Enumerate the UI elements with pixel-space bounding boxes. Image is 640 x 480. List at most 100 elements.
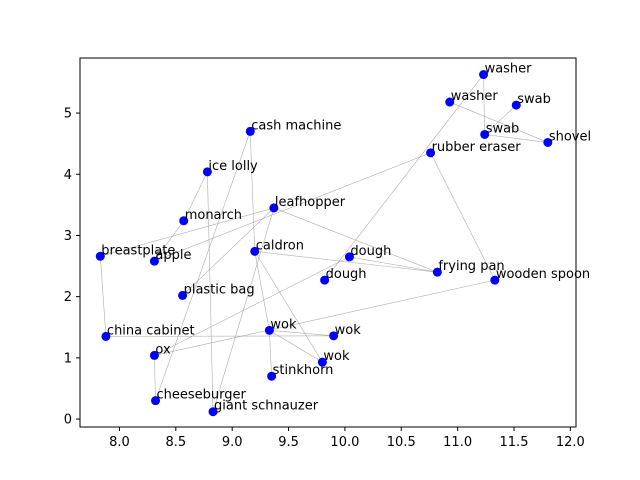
data-point — [320, 275, 330, 285]
y-tick-label: 0 — [64, 413, 72, 428]
edge-line — [100, 207, 274, 257]
edge-line — [212, 207, 275, 412]
edge-line — [449, 101, 548, 143]
edge-line — [154, 355, 156, 401]
points-layer — [95, 70, 553, 417]
data-point — [511, 100, 521, 110]
data-point — [149, 350, 159, 360]
point-label: shovel — [549, 129, 591, 144]
x-tick-label: 8.0 — [109, 435, 130, 450]
point-label: washer — [485, 62, 533, 77]
edge-line — [249, 131, 256, 252]
edge-line — [254, 251, 438, 273]
point-label: dough — [350, 244, 391, 259]
edge-line — [154, 152, 431, 262]
y-tick-label: 1 — [64, 351, 72, 366]
y-tick-label: 3 — [64, 229, 72, 244]
edges-layer — [99, 74, 548, 412]
edge-line — [484, 134, 548, 143]
edge-line — [182, 207, 275, 296]
data-point — [208, 407, 218, 417]
y-tick-label: 2 — [64, 290, 72, 305]
data-point — [269, 203, 279, 213]
data-point — [264, 325, 274, 335]
point-labels-layer: washer washer swab swab shovel rubber eraser c… — [101, 62, 591, 414]
point-label: plastic bag — [184, 282, 255, 297]
x-tick-label: 8.5 — [165, 435, 186, 450]
edge-line — [105, 335, 334, 337]
point-label: china cabinet — [107, 323, 195, 338]
point-label: monarch — [185, 208, 242, 223]
data-point — [95, 251, 105, 261]
point-label: ox — [155, 342, 171, 357]
point-label: cheeseburger — [157, 388, 247, 403]
x-tick-label: 11.5 — [500, 435, 529, 450]
point-label: stinkhorn — [273, 363, 334, 378]
point-label: giant schnauzer — [214, 399, 319, 414]
edge-line — [154, 279, 495, 356]
data-point — [202, 167, 212, 177]
x-tick-label: 10.5 — [387, 435, 416, 450]
data-point — [245, 126, 255, 136]
point-label: wooden spoon — [496, 267, 590, 282]
edge-line — [324, 74, 484, 281]
data-point — [445, 97, 455, 107]
data-point — [344, 252, 354, 262]
point-label: breastplate — [101, 243, 175, 258]
x-tick-label: 9.0 — [222, 435, 243, 450]
point-label: wok — [270, 317, 297, 332]
data-point — [490, 275, 500, 285]
data-point — [250, 246, 260, 256]
data-point — [432, 267, 442, 277]
point-label: dough — [326, 267, 367, 282]
point-label: washer — [451, 89, 499, 104]
data-point — [426, 148, 436, 158]
x-tick-label: 9.5 — [278, 435, 299, 450]
point-label: leafhopper — [275, 195, 346, 210]
point-label: wok — [323, 349, 350, 364]
data-point — [479, 70, 489, 80]
edge-line — [349, 256, 438, 273]
data-point — [480, 129, 490, 139]
point-label: frying pan — [438, 259, 504, 274]
y-tick-label: 4 — [64, 168, 72, 183]
data-point — [267, 371, 277, 381]
data-point — [317, 357, 327, 367]
data-point — [149, 256, 159, 266]
point-label: caldron — [256, 238, 304, 253]
edge-line — [484, 104, 517, 135]
edge-line — [483, 74, 485, 135]
y-tick-label: 5 — [64, 107, 72, 122]
edge-line — [207, 171, 214, 412]
edge-line — [269, 330, 272, 377]
edge-line — [154, 220, 184, 262]
edge-line — [430, 152, 496, 281]
point-label: cash machine — [251, 118, 341, 133]
data-point — [329, 331, 339, 341]
point-label: swab — [486, 121, 520, 136]
edge-line — [269, 330, 334, 337]
y-axis: 0 1 2 3 4 5 — [64, 107, 80, 428]
edge-line — [273, 207, 438, 273]
edge-line — [99, 256, 107, 337]
point-label: wok — [335, 323, 362, 338]
data-point — [543, 137, 553, 147]
data-point — [179, 216, 189, 226]
data-point — [178, 290, 188, 300]
edge-line — [155, 131, 251, 401]
edge-line — [183, 171, 208, 221]
data-point — [101, 331, 111, 341]
x-tick-label: 10.0 — [330, 435, 359, 450]
x-tick-label: 12.0 — [556, 435, 585, 450]
x-axis: 8.0 8.5 9.0 9.5 10.0 10.5 11.0 11.5 12.0 — [109, 427, 585, 450]
edge-line — [254, 251, 323, 363]
point-label: rubber eraser — [432, 140, 522, 155]
point-label: swab — [517, 92, 551, 107]
point-label: apple — [155, 248, 191, 263]
data-point — [151, 396, 161, 406]
point-label: ice lolly — [208, 159, 258, 174]
plot-frame — [79, 57, 577, 428]
edge-line — [269, 330, 323, 363]
edge-line — [154, 256, 350, 356]
